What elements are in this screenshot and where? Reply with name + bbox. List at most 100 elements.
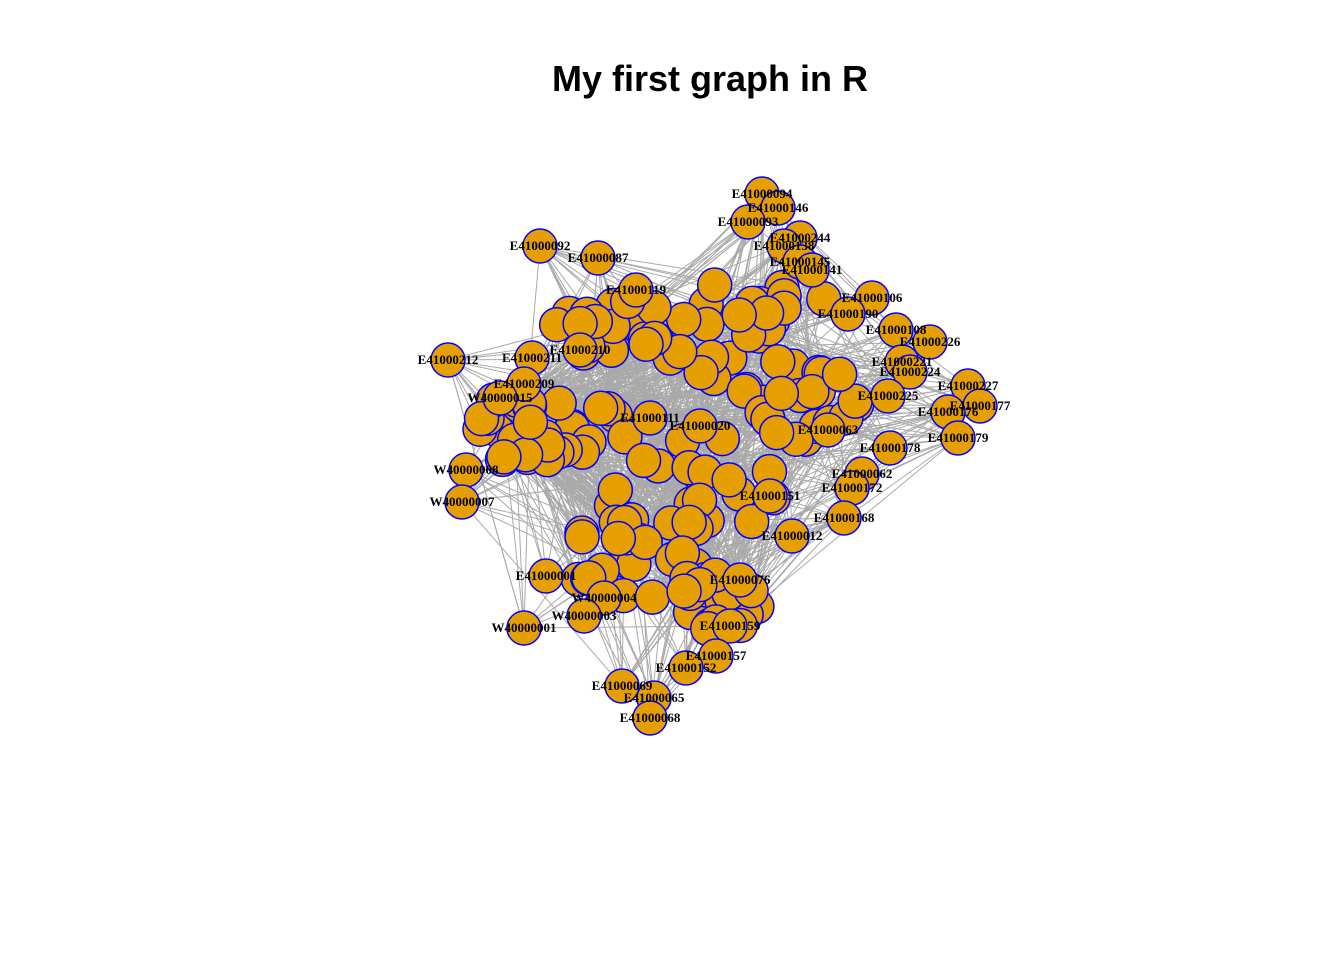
node-label-e41000244: E41000244 (770, 230, 831, 245)
node-label-e41000224: E41000224 (880, 364, 941, 379)
graph-node (634, 579, 671, 615)
node-label-e41000226: E41000226 (900, 334, 961, 349)
graph-node-e41000178 (872, 430, 908, 466)
node-label-e41000176: E41000176 (918, 404, 979, 419)
graph-node-e41000226 (912, 324, 948, 360)
node-label-e41000093: E41000093 (718, 214, 779, 229)
graph-node (666, 573, 702, 609)
node-label-e41000106: E41000106 (842, 290, 903, 305)
graph-edge (578, 579, 623, 687)
node-label-e41000108: E41000108 (866, 322, 927, 337)
node-label-w40000004: W40000004 (572, 590, 638, 605)
graph-node-w40000007 (444, 484, 480, 520)
node-label-e41000111: E41000111 (620, 410, 679, 425)
graph-node-w40000001 (506, 610, 542, 646)
graph-node-w40000003 (566, 598, 602, 634)
graph-node-e41000069 (604, 668, 640, 704)
graph-edge (772, 411, 949, 499)
node-label-e41000159: E41000159 (700, 618, 761, 633)
node-label-w40000007: W40000007 (430, 494, 496, 509)
graph-node-e41000212 (430, 342, 466, 378)
node-label-e41000210: E41000210 (550, 342, 611, 357)
node-label-e41000138: E41000138 (754, 238, 815, 253)
graph-node (628, 326, 664, 362)
graph-node (665, 301, 702, 338)
graph-node (711, 462, 747, 498)
node-label-e41000141: E41000141 (782, 262, 843, 277)
graph-node-e41000151 (752, 478, 788, 514)
node-label-e41000221: E41000221 (872, 354, 933, 369)
label-layer: E41000094E41000146E41000093E41000244E410… (418, 186, 1011, 725)
graph-node (683, 354, 719, 391)
graph-node (512, 404, 549, 440)
node-label-w40000003: W40000003 (552, 608, 618, 623)
node-label-e41000069: E41000069 (592, 678, 653, 693)
graph-node (821, 356, 858, 393)
graph-node-e41000210 (562, 332, 598, 368)
graph-node (671, 504, 707, 541)
graph-node-e41000179 (940, 420, 976, 456)
node-label-e41000190: E41000190 (818, 306, 879, 321)
node-label-e41000209: E41000209 (494, 376, 555, 391)
graph-node-e41000092 (522, 228, 558, 264)
node-label-e41000068: E41000068 (620, 710, 681, 725)
node-label-w40000015: W40000015 (468, 390, 534, 405)
graph-edge (750, 439, 806, 591)
graph-node (600, 520, 637, 557)
graph-node (721, 297, 757, 333)
graph-node-e41000001 (528, 558, 564, 594)
node-label-e41000063: E41000063 (798, 422, 859, 437)
node-label-e41000145: E41000145 (770, 254, 831, 269)
graph-node (760, 343, 796, 380)
graph-node (564, 519, 600, 555)
node-label-e41000087: E41000087 (568, 250, 629, 265)
graph-node (597, 472, 634, 508)
graph-node (607, 419, 643, 455)
graph-node-e41000159 (712, 608, 748, 644)
node-label-e41000062: E41000062 (832, 466, 893, 481)
node-label-w40000001: W40000001 (492, 620, 557, 635)
graph-edge (447, 359, 525, 629)
graph-node-e41000141 (794, 252, 830, 288)
node-label-e41000212: E41000212 (418, 352, 479, 367)
graph-node-e41000225 (870, 378, 906, 414)
graph-node (486, 439, 522, 475)
node-label-e41000227: E41000227 (938, 378, 999, 393)
node-label-w40000008: W40000008 (434, 462, 500, 477)
node-label-e41000092: E41000092 (510, 238, 571, 253)
graph-node-e41000012 (774, 518, 810, 554)
graph-node (763, 375, 800, 412)
node-label-e41000225: E41000225 (858, 388, 919, 403)
node-label-e41000119: E41000119 (606, 282, 666, 297)
graph-node-e41000111 (632, 400, 668, 436)
graph-node-e41000087 (580, 240, 616, 276)
graph-node-e41000146 (760, 190, 796, 226)
node-label-e41000094: E41000094 (732, 186, 793, 201)
graph-node-e41000119 (618, 272, 654, 308)
node-label-e41000179: E41000179 (928, 430, 989, 445)
graph-node (582, 390, 619, 426)
graph-node-e41000076 (722, 562, 758, 598)
graph-node-e41000068 (632, 700, 668, 736)
node-label-e41000151: E41000151 (740, 488, 801, 503)
node-label-e41000146: E41000146 (748, 200, 809, 215)
node-label-e41000211: E41000211 (502, 350, 562, 365)
graph-node-e41000168 (826, 500, 862, 536)
graph-node-e41000190 (830, 296, 866, 332)
graph-node (696, 267, 733, 303)
graph-node-e41000063 (810, 412, 846, 448)
plot-title: My first graph in R (551, 58, 869, 99)
node-label-e41000178: E41000178 (860, 440, 921, 455)
node-label-e41000001: E41000001 (516, 568, 577, 583)
node-label-e41000076: E41000076 (710, 572, 771, 587)
node-label-e41000168: E41000168 (814, 510, 875, 525)
node-label-e41000020: E41000020 (670, 418, 731, 433)
node-label-e41000065: E41000065 (624, 690, 685, 705)
graph-node (541, 385, 577, 421)
graph-edge (556, 452, 603, 571)
node-label-e41000172: E41000172 (822, 480, 883, 495)
graph-node-e41000152 (668, 650, 704, 686)
node-label-e41000012: E41000012 (762, 528, 823, 543)
graph-edge (721, 298, 825, 602)
